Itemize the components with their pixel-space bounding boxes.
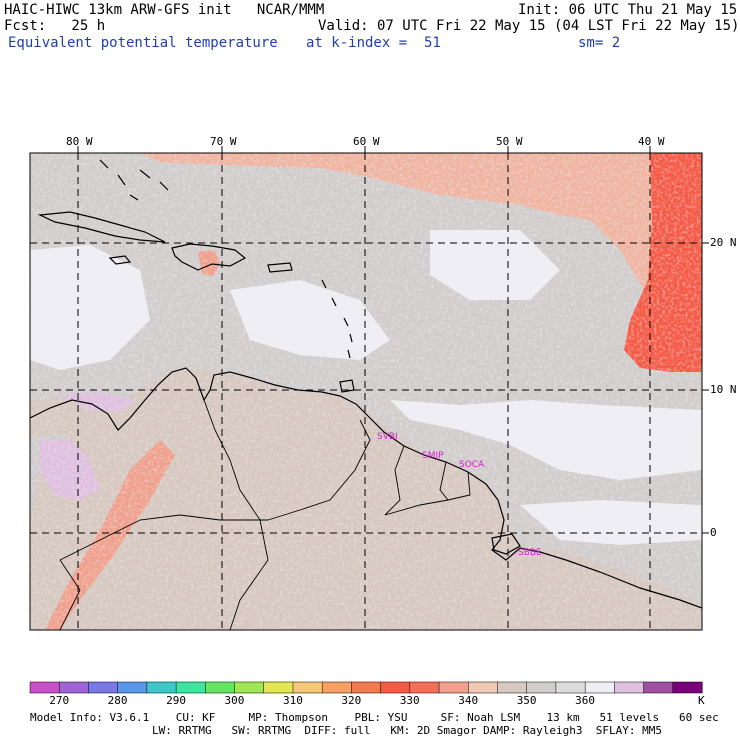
map-plot-area: [30, 153, 702, 630]
border-brazil-north: [384, 499, 449, 516]
colorbar-swatch: [292, 681, 323, 694]
coast-marajo: [491, 533, 521, 555]
lat-label-10n: 10 N: [710, 383, 737, 396]
coast-bahamas: [99, 159, 169, 201]
colorbar-swatch: [584, 681, 615, 694]
lon-label-50w: 50 W: [496, 135, 523, 148]
lat-ticks: [702, 242, 709, 534]
level-index: at k-index = 51: [306, 35, 441, 51]
colorbar-unit: K: [698, 694, 705, 707]
field-name: Equivalent potential temperature: [8, 35, 278, 51]
coast-cuba: [37, 211, 166, 243]
colorbar-tick-label: 340: [458, 694, 479, 707]
colorbar-swatch: [643, 681, 674, 694]
border-guyana-suriname: [384, 445, 405, 516]
colorbar-tick-label: 330: [399, 694, 420, 707]
colorbar-swatch: [175, 681, 206, 694]
colorbar-swatch: [234, 681, 265, 694]
coast-jamaica: [108, 255, 132, 265]
border-colombia-venezuela: [203, 399, 269, 561]
colorbar-tick-label: 280: [107, 694, 128, 707]
graticule: [30, 153, 702, 630]
city-label-sbbe: SBBE: [518, 548, 542, 558]
lon-ticks: [77, 146, 651, 153]
colorbar-swatch: [146, 681, 177, 694]
model-title: HAIC-HIWC 13km ARW-GFS init NCAR/MMM: [4, 2, 325, 18]
colorbar-swatch: [117, 681, 148, 694]
coast-mainland: [30, 367, 702, 609]
lat-label-20n: 20 N: [710, 236, 737, 249]
colorbar-tick-label: 270: [49, 694, 70, 707]
lat-label-0: 0: [710, 526, 717, 539]
colorbar-swatch: [497, 681, 528, 694]
colorbar-swatch: [526, 681, 557, 694]
colorbar-swatch: [672, 681, 703, 694]
colorbar-swatch: [468, 681, 499, 694]
colorbar: [29, 681, 703, 694]
colorbar-tick-label: 320: [341, 694, 362, 707]
coast-hispaniola: [171, 243, 247, 271]
lon-label-60w: 60 W: [353, 135, 380, 148]
colorbar-tick-label: 360: [575, 694, 595, 707]
colorbar-tick-label: 300: [224, 694, 245, 707]
coast-lesser-antilles: [321, 279, 353, 359]
colorbar-swatch: [409, 681, 440, 694]
smoothing: sm= 2: [578, 35, 621, 51]
country-borders: [59, 399, 471, 630]
colorbar-swatch: [263, 681, 294, 694]
model-info-line2: LW: RRTMG SW: RRTMG DIFF: full KM: 2D Sm…: [152, 724, 662, 737]
model-info-line1: Model Info: V3.6.1 CU: KF MP: Thompson P…: [30, 711, 719, 724]
colorbar-swatch: [29, 681, 60, 694]
border-suriname-guiana: [439, 461, 449, 501]
border-peru: [59, 559, 81, 630]
colorbar-swatch: [555, 681, 586, 694]
lon-label-70w: 70 W: [210, 135, 237, 148]
forecast-hour: Fcst: 25 h: [4, 18, 106, 34]
colorbar-swatch: [58, 681, 89, 694]
border-guiana-brazil: [447, 471, 471, 501]
border-colombia-brazil: [229, 559, 269, 630]
colorbar-swatch: [205, 681, 236, 694]
coast-puerto-rico: [267, 262, 293, 273]
colorbar-tick-label: 290: [166, 694, 186, 707]
colorbar-swatch: [351, 681, 382, 694]
city-label-soca: SOCA: [459, 460, 485, 470]
colorbar-tick-label: 310: [282, 694, 303, 707]
colorbar-tick-label: 350: [516, 694, 537, 707]
init-time: Init: 06 UTC Thu 21 May 15: [518, 2, 738, 18]
colorbar-swatch: [88, 681, 119, 694]
lon-label-80w: 80 W: [66, 135, 93, 148]
map-frame: [29, 152, 703, 631]
city-label-svbi: SVBI: [377, 432, 398, 442]
city-label-smjp: SMJP: [422, 451, 444, 461]
texture-overlay: [30, 153, 702, 630]
colorbar-swatch: [321, 681, 352, 694]
lon-label-40w: 40 W: [638, 135, 665, 148]
border-venezuela-brazil: [267, 419, 371, 521]
border-ecuador-peru: [59, 514, 268, 561]
valid-time: Valid: 07 UTC Fri 22 May 15 (04 LST Fri …: [318, 18, 740, 34]
colorbar-swatch: [438, 681, 469, 694]
colorbar-swatch: [614, 681, 645, 694]
colorbar-swatch: [380, 681, 411, 694]
